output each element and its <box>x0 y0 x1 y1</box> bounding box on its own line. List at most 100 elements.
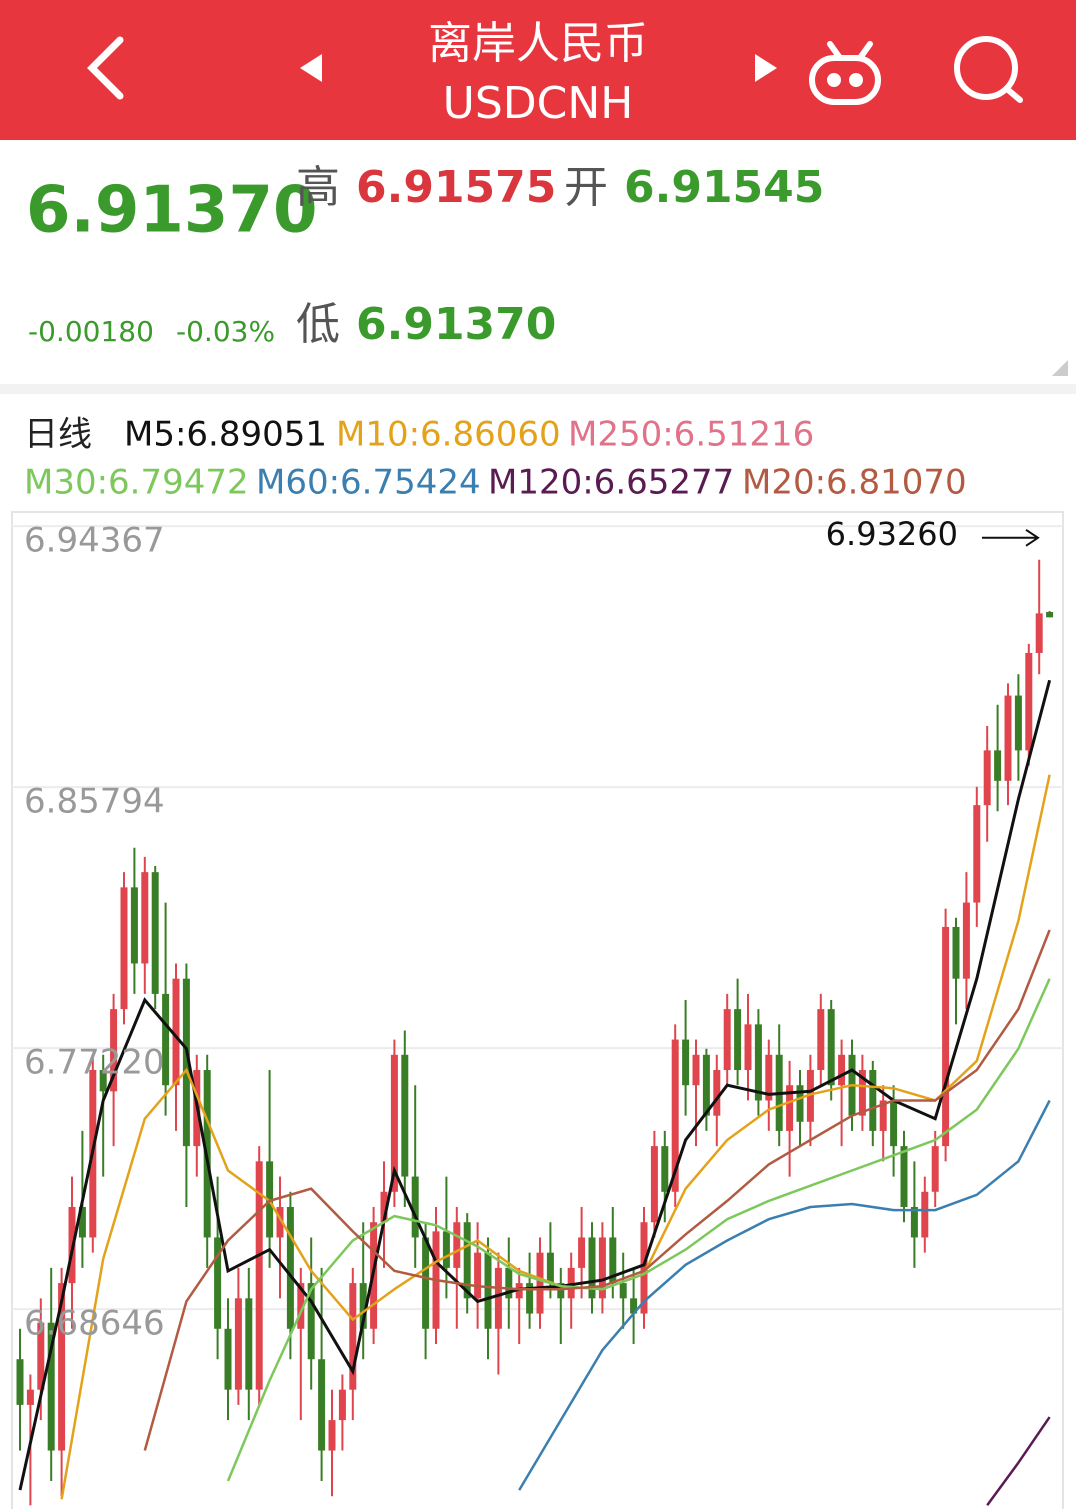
back-button[interactable] <box>87 36 124 100</box>
legend-entry: M5:6.89051 <box>124 415 327 455</box>
candle-body <box>58 1283 66 1451</box>
candle-body <box>973 805 981 903</box>
candle-body <box>557 1283 565 1299</box>
candle-body <box>234 1298 242 1390</box>
y-tick-label: 6.94367 <box>24 521 165 561</box>
header-title: 离岸人民币 <box>428 18 648 69</box>
candle-body <box>567 1267 575 1299</box>
open-value: 6.91545 <box>624 162 824 213</box>
candle-body <box>1014 695 1022 751</box>
legend-entry: M20:6.81070 <box>742 463 967 503</box>
candle-body <box>401 1054 409 1177</box>
candle-body <box>442 1231 450 1268</box>
candle-body <box>245 1298 253 1390</box>
resize-corner[interactable] <box>1052 360 1068 376</box>
ma-line <box>986 1416 1051 1507</box>
change: -0.00180 <box>28 315 154 348</box>
candle-body <box>817 1009 825 1071</box>
open-label: 开 <box>564 162 608 213</box>
candle-body <box>47 1322 55 1451</box>
prev-button[interactable] <box>300 54 322 82</box>
candle-body <box>910 1207 918 1238</box>
candle-body <box>1046 612 1054 618</box>
candle-body <box>890 1100 898 1147</box>
candle-body <box>983 750 991 806</box>
divider <box>0 384 1076 394</box>
candle-body <box>99 1070 107 1092</box>
candle-body <box>921 1191 929 1238</box>
candle-body <box>838 1054 846 1086</box>
low-label: 低 <box>296 299 340 350</box>
candle-body <box>796 1085 804 1122</box>
candle-body <box>37 1322 45 1390</box>
candle-body <box>120 887 128 1010</box>
candle-body <box>744 1024 752 1071</box>
ma-line <box>226 978 1051 1482</box>
candle-body <box>130 887 138 964</box>
candle-body <box>307 1283 315 1360</box>
candle-body <box>682 1039 690 1086</box>
ma-line <box>143 929 1051 1451</box>
ma-line <box>518 1099 1051 1491</box>
candle-body <box>214 1237 222 1329</box>
candle-body <box>536 1252 544 1314</box>
legend-entry: M10:6.86060 <box>336 415 561 455</box>
legend-entry: M250:6.51216 <box>568 415 814 455</box>
candle-body <box>162 993 170 1086</box>
candle-body <box>702 1054 710 1116</box>
candle-body <box>723 1009 731 1071</box>
bot-button[interactable] <box>809 41 881 105</box>
search-button[interactable] <box>954 36 1023 103</box>
candle-body <box>994 750 1002 781</box>
candle-body <box>359 1283 367 1329</box>
candle-body <box>505 1267 513 1299</box>
high-label: 高 <box>296 162 340 213</box>
candle-body <box>754 1024 762 1101</box>
candle-body <box>1025 652 1033 751</box>
candle-body <box>463 1222 471 1299</box>
candle-body <box>474 1252 482 1299</box>
candle-body <box>734 1009 742 1071</box>
candle-body <box>349 1283 357 1390</box>
header-bar <box>0 0 1076 140</box>
low-value: 6.91370 <box>356 299 556 350</box>
candle-body <box>297 1283 305 1329</box>
legend-entry: M30:6.79472 <box>24 463 249 503</box>
next-button[interactable] <box>755 54 777 82</box>
candle-body <box>952 926 960 979</box>
candle-body <box>141 872 149 964</box>
candle-body <box>879 1100 887 1131</box>
candle-body <box>671 1039 679 1192</box>
candle-body <box>78 1207 86 1238</box>
candle-body <box>110 1009 118 1092</box>
candle-body <box>609 1237 617 1284</box>
candle-body <box>16 1359 24 1405</box>
candle-body <box>318 1359 326 1451</box>
candle-body <box>286 1207 294 1329</box>
candle-body <box>390 1054 398 1192</box>
candle-body <box>806 1070 814 1122</box>
price: 6.91370 <box>26 174 318 248</box>
candle-body <box>942 926 950 1147</box>
candle-body <box>453 1222 461 1268</box>
plot-frame <box>11 511 1064 1509</box>
candle-body <box>151 872 159 994</box>
candle-body <box>588 1237 596 1299</box>
candle-body <box>484 1252 492 1329</box>
legend-entry: M60:6.75424 <box>256 463 481 503</box>
candle-body <box>827 1009 835 1086</box>
candle-body <box>765 1054 773 1101</box>
y-tick-label: 6.85794 <box>24 782 165 822</box>
candle-body <box>276 1207 284 1238</box>
candle-body <box>1035 613 1043 653</box>
candle-body <box>422 1237 430 1329</box>
candle-body <box>1004 695 1012 781</box>
candle-body <box>526 1283 534 1314</box>
candle-body <box>546 1252 554 1284</box>
header-symbol: USDCNH <box>443 78 634 129</box>
y-tick-label: 6.77220 <box>24 1043 165 1083</box>
candle-body <box>494 1267 502 1329</box>
candle-body <box>411 1176 419 1238</box>
